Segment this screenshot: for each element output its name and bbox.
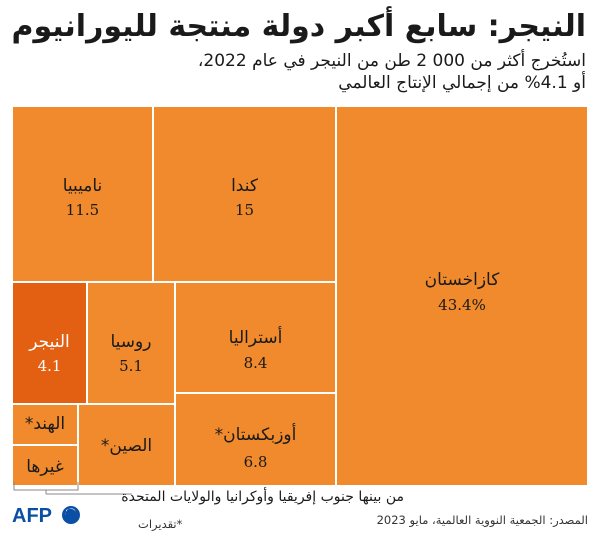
treemap-cell: أستراليا 8.4 — [175, 282, 336, 393]
cell-value-label: 11.5 — [65, 201, 100, 219]
subtitle-line-1: استُخرج أكثر من 000 2 طن من النيجر في عا… — [197, 51, 586, 71]
cell-name-label: كندا — [231, 176, 258, 196]
subtitle-line-2: أو 4.1% من إجمالي الإنتاج العالمي — [338, 73, 586, 93]
cell-name-label: روسيا — [110, 332, 152, 352]
cell-name-label: الهند* — [24, 414, 66, 434]
afp-logo-text: AFP — [12, 505, 52, 527]
treemap-cell: غيرها — [12, 445, 78, 486]
cell-value-label: 5.1 — [119, 357, 143, 375]
cell-value-label: 15 — [234, 201, 255, 219]
others-note: من بينها جنوب إفريقيا وأوكرانيا والولايا… — [121, 489, 404, 505]
cell-name-label: أستراليا — [228, 328, 283, 348]
treemap: كازاخستان 43.4% كندا 15 ناميبيا 11.5 أستراليا 8… — [12, 106, 588, 486]
cell-value-label: 43.4% — [438, 296, 486, 314]
treemap-cell: روسيا 5.1 — [87, 282, 175, 404]
source-text: المصدر: الجمعية النووية العالمية، مايو 2… — [376, 513, 588, 527]
treemap-cell: الصين* — [78, 404, 175, 486]
cell-name-label: النيجر — [29, 332, 70, 352]
cell-name-label: أوزبكستان* — [214, 425, 297, 445]
treemap-cell: ناميبيا 11.5 — [12, 106, 153, 282]
estimate-note: *تقديرات — [138, 517, 183, 531]
chart-subtitle: استُخرج أكثر من 000 2 طن من النيجر في عا… — [6, 50, 586, 94]
cell-name-label: الصين* — [100, 436, 153, 456]
cell-value-label: 4.1 — [37, 357, 62, 375]
cell-value-label: 6.8 — [243, 453, 268, 471]
cell-name-label: ناميبيا — [62, 176, 103, 196]
treemap-cell: الهند* — [12, 404, 78, 445]
treemap-cell: كازاخستان 43.4% — [336, 106, 588, 486]
afp-logo: AFP — [12, 505, 80, 527]
cell-value-label: 8.4 — [243, 354, 268, 372]
others-bracket — [13, 482, 132, 495]
cell-name-label: كازاخستان — [424, 270, 500, 290]
treemap-cell: النيجر 4.1 — [12, 282, 87, 404]
cell-name-label: غيرها — [26, 457, 64, 477]
treemap-cell: أوزبكستان* 6.8 — [175, 393, 336, 486]
chart-title: النيجر: سابع أكبر دولة منتجة لليورانيوم — [11, 9, 586, 44]
treemap-cell: كندا 15 — [153, 106, 336, 282]
